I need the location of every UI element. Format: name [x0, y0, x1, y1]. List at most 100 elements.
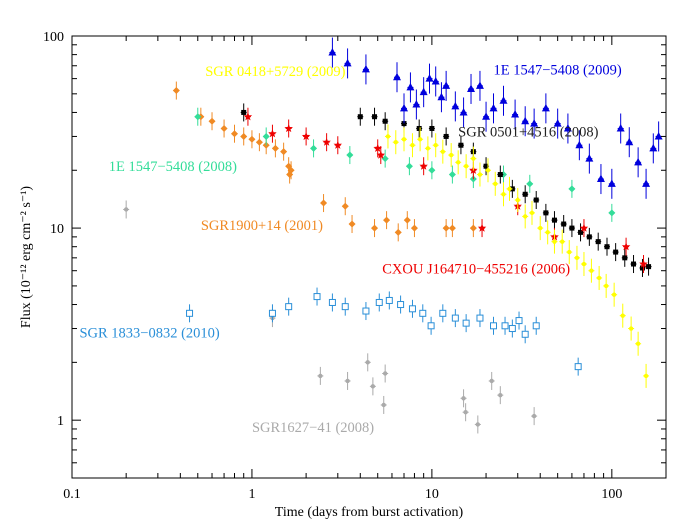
- point-marker: [381, 155, 389, 163]
- point-marker: [427, 322, 435, 330]
- point-marker: [543, 210, 549, 216]
- point-marker: [429, 125, 435, 131]
- point-marker: [451, 314, 459, 322]
- point-marker: [569, 225, 575, 231]
- point-marker: [476, 314, 484, 322]
- point-marker: [461, 396, 466, 401]
- point-marker: [433, 143, 438, 148]
- point-marker: [382, 118, 388, 124]
- point-marker: [419, 161, 428, 170]
- point-marker: [501, 192, 506, 197]
- point-marker: [575, 140, 584, 149]
- point-marker: [412, 99, 421, 108]
- point-marker: [320, 199, 328, 207]
- point-marker: [313, 293, 321, 301]
- point-marker: [493, 181, 498, 187]
- point-marker: [621, 242, 631, 251]
- point-marker: [437, 92, 446, 101]
- point-marker: [551, 217, 557, 223]
- x-axis-title: Time (days from burst activation): [275, 505, 464, 520]
- series-label-text: CXOU J164710−455216 (2006): [382, 262, 570, 278]
- point-marker: [607, 179, 616, 187]
- point-marker: [365, 360, 370, 365]
- point-marker: [382, 371, 388, 376]
- point-marker: [529, 210, 535, 216]
- point-marker: [477, 172, 483, 177]
- point-marker: [328, 298, 336, 306]
- point-marker: [123, 207, 129, 212]
- x-tick-label: 1: [248, 487, 255, 502]
- x-tick-label: 0.1: [63, 487, 81, 502]
- y-tick-label: 100: [43, 30, 64, 45]
- point-marker: [375, 298, 383, 306]
- point-marker: [639, 259, 648, 268]
- point-marker: [268, 309, 276, 317]
- point-marker: [533, 197, 539, 203]
- data-marks: [123, 37, 663, 434]
- point-marker: [567, 249, 572, 255]
- point-marker: [642, 179, 651, 187]
- point-marker: [639, 265, 645, 271]
- point-marker: [526, 180, 534, 188]
- point-marker: [545, 230, 550, 235]
- point-marker: [489, 103, 498, 112]
- y-tick-label: 1: [57, 414, 64, 429]
- point-marker: [483, 163, 489, 169]
- point-marker: [417, 137, 423, 142]
- point-marker: [240, 132, 248, 140]
- point-marker: [408, 305, 416, 313]
- plot-frame: [71, 35, 667, 479]
- point-marker: [635, 341, 641, 346]
- point-marker: [357, 114, 363, 120]
- point-marker: [530, 119, 539, 127]
- point-marker: [401, 137, 407, 142]
- point-marker: [448, 224, 456, 232]
- point-marker: [393, 139, 398, 145]
- y-axis-title: Flux (10⁻¹² erg cm⁻² s⁻¹): [19, 186, 34, 328]
- point-marker: [531, 413, 537, 419]
- point-marker: [625, 137, 634, 146]
- series-3: [194, 107, 616, 222]
- point-marker: [631, 261, 637, 267]
- point-marker: [328, 48, 337, 56]
- point-marker: [604, 244, 610, 250]
- series-0: [328, 37, 663, 199]
- point-marker: [440, 149, 446, 154]
- series-label-text: SGR 0418+5729 (2009): [205, 64, 345, 80]
- point-marker: [383, 216, 391, 224]
- point-marker: [515, 317, 523, 325]
- point-marker: [431, 76, 440, 85]
- point-marker: [343, 58, 352, 67]
- point-marker: [585, 154, 594, 162]
- point-marker: [442, 81, 451, 89]
- point-marker: [425, 74, 434, 82]
- point-marker: [262, 132, 270, 140]
- point-marker: [310, 144, 318, 152]
- point-marker: [362, 307, 370, 315]
- point-marker: [419, 309, 427, 317]
- point-marker: [373, 143, 382, 152]
- point-marker: [370, 384, 376, 389]
- point-marker: [490, 322, 498, 330]
- point-marker: [341, 303, 349, 311]
- point-marker: [394, 228, 402, 236]
- point-marker: [301, 131, 311, 141]
- point-marker: [471, 156, 476, 161]
- point-marker: [462, 319, 470, 327]
- point-marker: [463, 410, 468, 415]
- point-marker: [284, 124, 293, 133]
- point-marker: [596, 275, 602, 281]
- point-marker: [541, 103, 550, 112]
- point-marker: [385, 134, 391, 139]
- series-label-text: SGR1900+14 (2001): [201, 218, 323, 234]
- point-marker: [596, 174, 605, 183]
- point-marker: [186, 309, 194, 317]
- point-marker: [443, 133, 449, 139]
- point-marker: [522, 191, 528, 197]
- point-marker: [381, 402, 386, 408]
- point-marker: [268, 129, 277, 138]
- point-marker: [578, 229, 584, 235]
- series-label-text: SGR 0501+4516 (2008): [458, 124, 598, 140]
- point-marker: [458, 142, 464, 148]
- point-marker: [613, 249, 619, 255]
